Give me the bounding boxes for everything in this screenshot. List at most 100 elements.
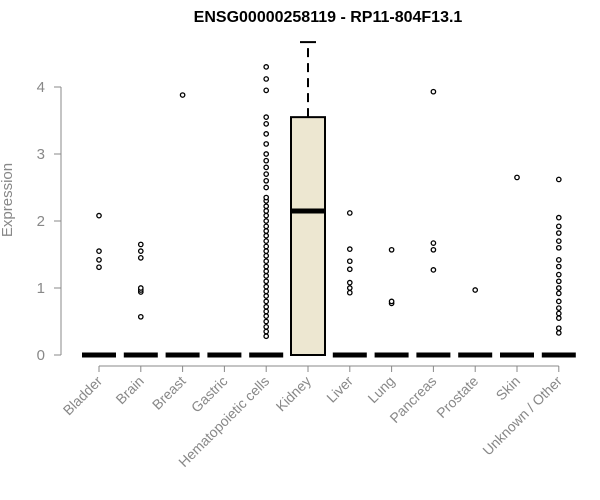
outlier-point: [263, 303, 270, 310]
outlier-point: [263, 248, 270, 254]
outlier-point: [263, 64, 270, 70]
outlier-point: [555, 310, 562, 317]
outlier-point: [263, 258, 270, 265]
outlier-point: [263, 228, 270, 234]
y-tick-label: 0: [37, 347, 45, 364]
outlier-point: [555, 257, 562, 263]
box-brain: [123, 241, 158, 358]
outlier-point: [346, 289, 353, 296]
outlier-point: [346, 279, 353, 286]
outlier-point: [555, 315, 562, 321]
outlier-point: [96, 257, 102, 263]
outlier-point: [137, 248, 144, 254]
outlier-point: [346, 266, 353, 273]
outlier-point: [137, 241, 144, 248]
outlier-point: [263, 141, 270, 147]
y-axis: 0 1 2 3 4: [37, 79, 62, 364]
outlier-point: [430, 88, 437, 95]
box-hematopoietic-cells: [249, 64, 284, 358]
outlier-point: [263, 171, 270, 177]
outlier-point: [263, 114, 270, 121]
outlier-point: [555, 298, 562, 305]
box-kidney: [290, 41, 326, 357]
outlier-point: [263, 87, 270, 94]
x-tick-label: Bladder: [60, 373, 106, 419]
outlier-point: [263, 238, 270, 244]
outlier-point: [555, 214, 562, 221]
outlier-point: [555, 230, 562, 236]
x-tick-label: Skin: [493, 373, 524, 404]
outlier-point: [388, 246, 395, 253]
outlier-point: [346, 285, 353, 291]
outlier-point: [346, 246, 353, 252]
outlier-point: [263, 223, 270, 230]
outlier-point: [263, 252, 270, 259]
outlier-point: [263, 218, 270, 224]
x-tick-label: Liver: [323, 373, 356, 406]
outlier-point: [263, 263, 270, 270]
outlier-point: [346, 210, 353, 216]
outlier-point: [263, 212, 270, 219]
x-tick-label: Brain: [112, 373, 146, 407]
outlier-point: [430, 240, 437, 246]
box-prostate: [458, 287, 493, 358]
outlier-point: [430, 246, 437, 253]
outlier-point: [263, 268, 270, 275]
outlier-point: [263, 203, 270, 210]
box-skin: [500, 174, 534, 358]
outlier-point: [263, 278, 270, 285]
box-rect: [290, 116, 326, 357]
boxes-layer: [82, 41, 576, 358]
outlier-point: [96, 264, 102, 271]
chart-title: ENSG00000258119 - RP11-804F13.1: [194, 9, 463, 26]
outlier-point: [137, 313, 144, 320]
outlier-point: [263, 184, 270, 191]
outlier-point: [263, 333, 270, 340]
x-tick-label: Lung: [364, 373, 397, 406]
outlier-point: [555, 271, 562, 278]
outlier-point: [555, 238, 562, 244]
outlier-point: [263, 283, 270, 290]
outlier-point: [263, 298, 270, 305]
outlier-point: [472, 287, 479, 293]
x-tick-label: Breast: [149, 373, 189, 413]
outlier-point: [263, 194, 270, 201]
outlier-point: [555, 223, 562, 230]
outlier-point: [263, 273, 270, 279]
box-bladder: [82, 212, 116, 358]
outlier-point: [263, 131, 270, 137]
outlier-point: [263, 157, 270, 164]
y-tick-label: 4: [37, 79, 45, 96]
x-tick-label: Prostate: [433, 373, 481, 421]
outlier-point: [555, 263, 562, 270]
outlier-point: [346, 258, 353, 265]
outlier-point: [96, 212, 102, 219]
outlier-point: [555, 325, 562, 332]
y-tick-label: 1: [37, 280, 45, 297]
box-breast: [165, 92, 200, 358]
y-tick-label: 2: [37, 213, 45, 230]
outlier-point: [263, 328, 270, 335]
outlier-point: [263, 293, 270, 299]
outlier-point: [555, 176, 562, 183]
outlier-point: [555, 285, 562, 291]
y-axis-label: Expression: [0, 163, 16, 237]
outlier-point: [263, 243, 270, 250]
outlier-point: [555, 330, 562, 336]
x-tick-label: Kidney: [273, 373, 315, 415]
y-tick-label: 3: [37, 146, 45, 163]
outlier-point: [263, 76, 270, 82]
outlier-point: [263, 308, 270, 315]
outlier-point: [555, 290, 562, 297]
outlier-point: [263, 121, 270, 127]
outlier-point: [179, 92, 186, 98]
outlier-point: [263, 208, 270, 214]
outlier-point: [263, 288, 270, 295]
box-liver: [332, 210, 367, 358]
outlier-point: [388, 298, 395, 305]
outlier-point: [263, 318, 270, 325]
outlier-point: [263, 151, 270, 157]
outlier-point: [137, 255, 144, 261]
